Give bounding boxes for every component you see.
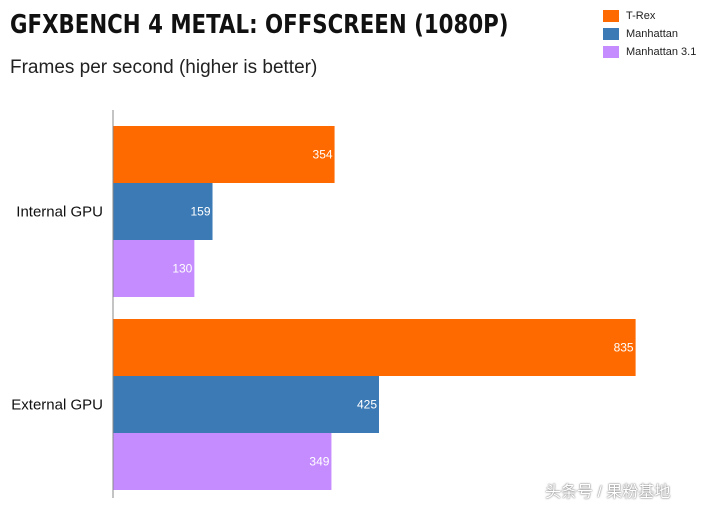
legend-label-manhattan: Manhattan (626, 28, 678, 40)
bar-external-gpu-manhattan-3-1 (113, 433, 332, 490)
legend-label-manhattan-3-1: Manhattan 3.1 (626, 46, 697, 58)
bar-internal-gpu-t-rex (113, 126, 335, 183)
data-label-internal-gpu-manhattan: 159 (190, 205, 210, 219)
watermark-text: 头条号 / 果粉基地 (545, 484, 671, 501)
category-label-external-gpu: External GPU (11, 397, 103, 414)
legend-swatch-t-rex (603, 10, 619, 22)
bar-internal-gpu-manhattan-3-1 (113, 240, 195, 297)
legend-label-t-rex: T-Rex (626, 10, 656, 22)
data-label-external-gpu-manhattan-3-1: 349 (309, 455, 329, 469)
bar-external-gpu-t-rex (113, 319, 636, 376)
legend-item-manhattan-3-1: Manhattan 3.1 (603, 44, 696, 60)
chart-title: GFXBENCH 4 METAL: OFFSCREEN (1080P) (10, 10, 509, 40)
legend-swatch-manhattan (603, 28, 619, 40)
category-label-internal-gpu: Internal GPU (16, 204, 103, 221)
legend-item-t-rex: T-Rex (603, 8, 696, 24)
data-label-internal-gpu-manhattan-3-1: 130 (172, 262, 192, 276)
data-label-external-gpu-t-rex: 835 (614, 341, 634, 355)
bar-external-gpu-manhattan (113, 376, 379, 433)
legend: T-Rex Manhattan Manhattan 3.1 (603, 8, 696, 62)
bar-internal-gpu-manhattan (113, 183, 213, 240)
legend-swatch-manhattan-3-1 (603, 46, 619, 58)
data-label-external-gpu-manhattan: 425 (357, 398, 377, 412)
chart-subtitle: Frames per second (higher is better) (10, 57, 318, 78)
legend-item-manhattan: Manhattan (603, 26, 696, 42)
data-label-internal-gpu-t-rex: 354 (313, 148, 333, 162)
